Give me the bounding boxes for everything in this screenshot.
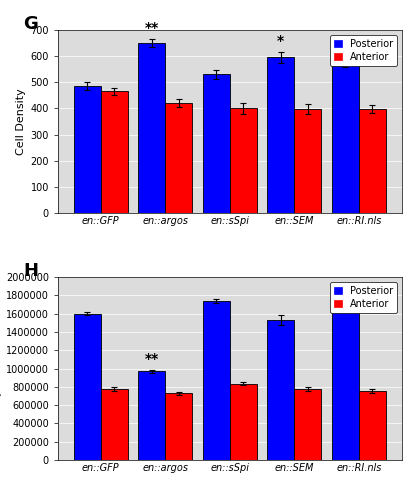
Bar (229, 108, 256, 213)
Bar (74, 86, 100, 213)
Bar (100, 389, 128, 460)
Bar (358, 109, 385, 213)
Bar (202, 74, 229, 213)
Text: G: G (24, 16, 38, 34)
Bar (331, 63, 358, 213)
Bar (165, 103, 192, 213)
Y-axis label: Compartment Size: Compartment Size (0, 316, 2, 420)
Legend: Posterior, Anterior: Posterior, Anterior (330, 35, 396, 66)
Y-axis label: Cell Density: Cell Density (16, 88, 26, 155)
Text: *: * (277, 34, 284, 48)
Bar (294, 109, 320, 213)
Bar (331, 308, 358, 460)
Text: **: ** (144, 21, 159, 35)
Bar (74, 314, 100, 460)
Bar (202, 301, 229, 460)
Bar (138, 43, 165, 213)
Bar (266, 58, 294, 213)
Bar (294, 389, 320, 460)
Legend: Posterior, Anterior: Posterior, Anterior (330, 282, 396, 312)
Bar (229, 384, 256, 460)
Text: **: ** (144, 352, 159, 366)
Bar (358, 391, 385, 460)
Bar (138, 372, 165, 460)
Text: *: * (341, 42, 348, 56)
Bar (165, 393, 192, 460)
Bar (266, 320, 294, 460)
Bar (100, 92, 128, 213)
Text: H: H (24, 262, 38, 280)
